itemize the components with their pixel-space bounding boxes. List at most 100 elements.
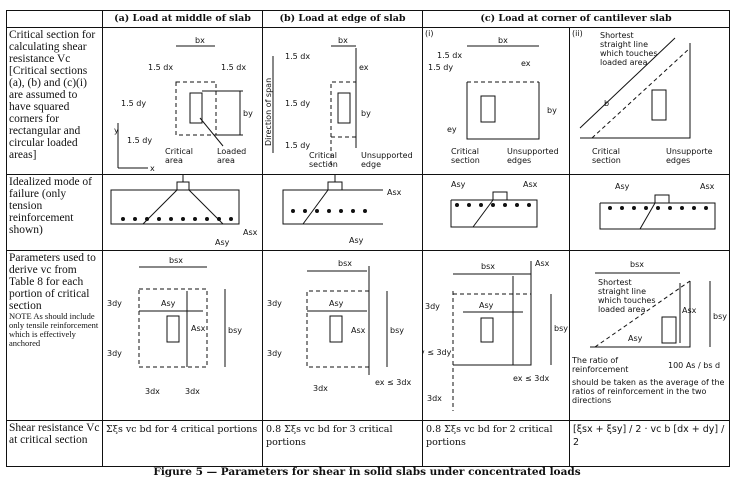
diagram-label: 3dy bbox=[425, 302, 440, 311]
row-label-shear: Shear resistance Vc at critical section bbox=[6, 420, 103, 467]
diagram-label: bx bbox=[195, 36, 205, 45]
diagram-label: Critical section bbox=[309, 151, 338, 169]
diagram-label: Loaded area bbox=[217, 147, 246, 165]
diagram-label: Asx bbox=[243, 228, 258, 237]
diagram-critical-b: bx ex 1.5 dx 1.5 dy 1.5 dy Direction of spa… bbox=[264, 36, 413, 169]
diagram-label: 1.5 dx bbox=[148, 63, 173, 72]
diagram-params-cii: bsx Shortest straight line which touches lo… bbox=[571, 260, 727, 405]
diagram-label: 1.5 dx bbox=[437, 51, 462, 60]
critical-section-b: bx ex 1.5 dx 1.5 dy 1.5 dy Direction of spa… bbox=[262, 27, 423, 175]
params-note: NOTE As should include only tensile rein… bbox=[9, 311, 99, 348]
diagram-label: by bbox=[361, 109, 371, 118]
failure-a: Asx Asy bbox=[102, 174, 263, 251]
diagram-label: 1.5 dx bbox=[285, 52, 310, 61]
failure-c-ii: Asy Asx bbox=[569, 174, 730, 251]
diagram-label: should be taken as the average of the rat… bbox=[572, 378, 725, 405]
diagram-label: Asx bbox=[682, 306, 697, 315]
diagram-critical-a: bx 1.5 dx 1.5 dx 1.5 dy 1.5 dy by y x Criti… bbox=[114, 36, 253, 173]
diagram-label: Asx bbox=[700, 182, 715, 191]
diagram-label: bsy bbox=[228, 326, 242, 335]
diagram-label: 3dx bbox=[313, 384, 328, 393]
diagram-params-ci: bsx Asy Asx bsy 3dy ey ≤ 3dy 3dx ex ≤ 3dx bbox=[423, 259, 568, 411]
header-blank bbox=[6, 10, 103, 28]
diagram-label: x bbox=[150, 164, 155, 173]
diagram-label: bsx bbox=[338, 259, 352, 268]
diagram-critical-ci: (i) bx 1.5 dx 1.5 dy ex ey by Critical secti… bbox=[425, 29, 559, 165]
diagram-label: Asy bbox=[349, 236, 364, 245]
diagram-label: 3dy bbox=[107, 349, 122, 358]
diagram-label: 100 As / bs d bbox=[668, 361, 720, 370]
row-label-params: Parameters used to derive vc from Table … bbox=[6, 250, 103, 421]
header-b: (b) Load at edge of slab bbox=[262, 10, 423, 28]
diagram-failure-b: Asx Asy bbox=[282, 175, 402, 245]
diagram-label: Asy bbox=[451, 180, 466, 189]
diagram-label: Asx bbox=[523, 180, 538, 189]
diagram-label: The ratio of reinforcement bbox=[571, 356, 628, 374]
critical-section-c-ii: (ii) Shortest straight line which touches l… bbox=[569, 27, 730, 175]
diagram-label: ey bbox=[447, 125, 457, 134]
diagram-label: bsx bbox=[481, 262, 495, 271]
row-label-critical: Critical section for calculating shear r… bbox=[6, 27, 103, 175]
diagram-label: Asy bbox=[479, 301, 494, 310]
diagram-label: Shortest straight line which touches loaded… bbox=[600, 31, 658, 67]
diagram-label: Unsupporte edges bbox=[666, 147, 713, 165]
diagram-failure-a: Asx Asy bbox=[110, 175, 258, 247]
diagram-label: bsy bbox=[554, 324, 568, 333]
diagram-label: bx bbox=[338, 36, 348, 45]
diagram-params-a: bsx Asy Asx bsy 3dy 3dy 3dx 3dx bbox=[107, 256, 242, 396]
params-label: Parameters used to derive vc from Table … bbox=[9, 252, 96, 312]
diagram-label: 1.5 dx bbox=[221, 63, 246, 72]
params-b: bsx Asy Asx bsy 3dy 3dy 3dx ex ≤ 3dx bbox=[262, 250, 423, 421]
row-label-failure: Idealized mode of failure (only tension … bbox=[6, 174, 103, 251]
diagram-label: 1.5 dy bbox=[127, 136, 152, 145]
diagram-label: 3dy bbox=[267, 349, 282, 358]
diagram-label: Asx bbox=[191, 324, 206, 333]
diagram-label: ey ≤ 3dy bbox=[423, 348, 452, 357]
diagram-label: ex ≤ 3dx bbox=[375, 378, 411, 387]
diagram-label: Critical section bbox=[451, 147, 480, 165]
diagram-label: b bbox=[604, 99, 609, 108]
header-a: (a) Load at middle of slab bbox=[102, 10, 263, 28]
diagram-failure-ci: Asy Asx bbox=[450, 180, 538, 228]
failure-c-i: Asy Asx bbox=[422, 174, 570, 251]
diagram-label: 1.5 dy bbox=[285, 141, 310, 150]
diagram-label: bx bbox=[498, 36, 508, 45]
diagram-label: bsx bbox=[169, 256, 183, 265]
params-c-i: bsx Asy Asx bsy 3dy ey ≤ 3dy 3dx ex ≤ 3dx bbox=[422, 250, 570, 421]
params-c-ii: bsx Shortest straight line which touches lo… bbox=[569, 250, 730, 421]
shear-c-i: 0.8 Σξs vc bd for 2 critical portions bbox=[422, 420, 570, 467]
header-c: (c) Load at corner of cantilever slab bbox=[422, 10, 730, 28]
diagram-label: Shortest straight line which touches loaded… bbox=[598, 278, 656, 314]
diagram-label: Asx bbox=[535, 259, 550, 268]
diagram-label: Asy bbox=[329, 299, 344, 308]
diagram-label: 3dx bbox=[185, 387, 200, 396]
diagram-label: bsx bbox=[630, 260, 644, 269]
diagram-label: (ii) bbox=[572, 29, 583, 38]
diagram-label: Critical section bbox=[592, 147, 621, 165]
diagram-label: Asy bbox=[615, 182, 630, 191]
diagram-label: by bbox=[243, 109, 253, 118]
diagram-label: y bbox=[114, 126, 119, 135]
figure-caption: Figure 5 — Parameters for shear in solid… bbox=[153, 466, 581, 478]
diagram-label: 1.5 dy bbox=[285, 99, 310, 108]
diagram-label: bsy bbox=[390, 326, 404, 335]
diagram-label: Asy bbox=[215, 238, 230, 247]
diagram-label: 3dy bbox=[107, 299, 122, 308]
diagram-label: Unsupported edges bbox=[507, 147, 559, 165]
diagram-label: Asx bbox=[351, 326, 366, 335]
diagram-label: 1.5 dy bbox=[428, 63, 453, 72]
critical-section-c-i: (i) bx 1.5 dx 1.5 dy ex ey by Critical secti… bbox=[422, 27, 570, 175]
diagram-label: 1.5 dy bbox=[121, 99, 146, 108]
diagram-label: 3dx bbox=[145, 387, 160, 396]
shear-c-ii: [ξsx + ξsy] / 2 · vc b [dx + dy] / 2 bbox=[569, 420, 730, 467]
diagram-label: Asy bbox=[161, 299, 176, 308]
shear-a: Σξs vc bd for 4 critical portions bbox=[102, 420, 263, 467]
diagram-label: (i) bbox=[425, 29, 433, 38]
diagram-label: ex bbox=[521, 59, 531, 68]
diagram-critical-cii: (ii) Shortest straight line which touches l… bbox=[572, 29, 713, 165]
diagram-label: Asx bbox=[387, 188, 402, 197]
critical-section-a: bx 1.5 dx 1.5 dx 1.5 dy 1.5 dy by y x Criti… bbox=[102, 27, 263, 175]
diagram-label: by bbox=[547, 106, 557, 115]
params-a: bsx Asy Asx bsy 3dy 3dy 3dx 3dx bbox=[102, 250, 263, 421]
diagram-failure-cii: Asy Asx bbox=[599, 182, 716, 230]
